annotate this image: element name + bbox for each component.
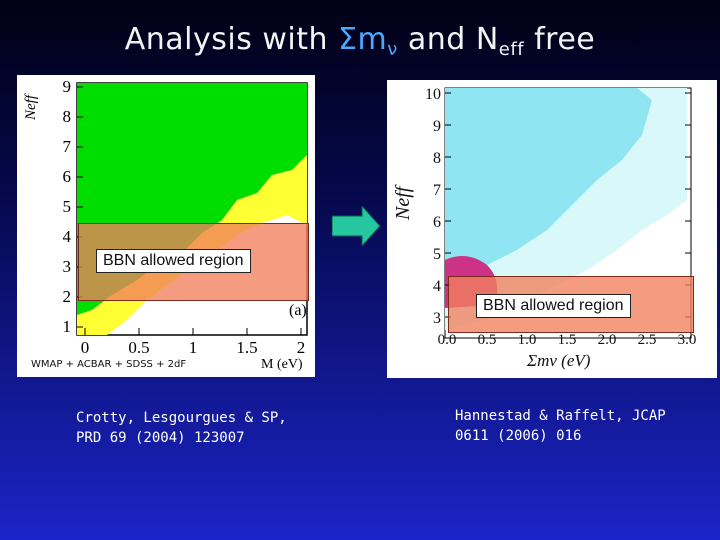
right-y-tick: 8: [433, 150, 441, 167]
right-citation: Hannestad & Raffelt, JCAP 0611 (2006) 01…: [455, 406, 666, 446]
right-x-tick: 1.5: [558, 332, 577, 348]
right-bbn-label: BBN allowed region: [476, 294, 631, 318]
right-x-tick: 2.5: [638, 332, 657, 348]
right-x-tick: 0.0: [438, 332, 457, 348]
title-eff-subscript: eff: [498, 39, 525, 60]
right-arrow-icon: [332, 206, 381, 246]
left-bbn-label: BBN allowed region: [96, 249, 251, 273]
left-x-tick: 0: [81, 338, 90, 357]
left-y-tick: 8: [63, 107, 72, 126]
right-y-tick: 7: [433, 182, 441, 199]
slide-title: Analysis with Σmν and Neff free: [0, 22, 720, 60]
left-y-tick: 2: [63, 287, 72, 306]
right-plot-svg: 10 9 8 7 6 5 4 3 0.0 0.5 1.0 1.5 2.0 2.5…: [392, 86, 697, 370]
title-sigma-m: Σmν: [338, 22, 398, 60]
right-y-tick: 6: [433, 214, 441, 231]
left-y-tick: 5: [63, 197, 72, 216]
left-y-tick: 6: [63, 167, 72, 186]
title-nu-subscript: ν: [387, 39, 398, 60]
right-x-axis-label: Σmν (eV): [526, 351, 591, 370]
left-citation: Crotty, Lesgourgues & SP, PRD 69 (2004) …: [76, 408, 287, 448]
left-x-tick: 2: [297, 338, 306, 357]
left-y-tick: 3: [63, 257, 72, 276]
title-prefix: Analysis with: [124, 22, 339, 57]
right-x-tick: 2.0: [598, 332, 617, 348]
left-y-tick: 1: [63, 317, 72, 336]
right-citation-line1: Hannestad & Raffelt, JCAP: [455, 408, 666, 424]
right-x-tick: 1.0: [518, 332, 537, 348]
left-citation-line2: PRD 69 (2004) 123007: [76, 430, 245, 446]
right-y-tick: 9: [433, 118, 441, 135]
left-footer-text: WMAP + ACBAR + SDSS + 2dF: [31, 359, 187, 370]
right-y-axis-label: Neff: [392, 184, 414, 221]
left-y-tick: 7: [63, 137, 72, 156]
right-plot-panel: 10 9 8 7 6 5 4 3 0.0 0.5 1.0 1.5 2.0 2.5…: [387, 80, 717, 378]
left-y-tick: 4: [63, 227, 72, 246]
left-panel-tag: (a): [289, 302, 307, 319]
title-mid: and N: [397, 22, 499, 57]
left-x-tick: 0.5: [128, 338, 149, 357]
right-x-tick: 3.0: [678, 332, 697, 348]
left-x-tick: 1.5: [236, 338, 257, 357]
right-citation-line2: 0611 (2006) 016: [455, 428, 582, 444]
left-y-tick: 9: [63, 77, 72, 96]
left-y-axis-label: Neff: [23, 93, 39, 121]
right-y-tick: 4: [433, 278, 441, 295]
left-citation-line1: Crotty, Lesgourgues & SP,: [76, 410, 287, 426]
right-x-tick: 0.5: [478, 332, 497, 348]
right-y-tick: 3: [433, 310, 441, 327]
right-y-tick: 5: [433, 246, 441, 263]
title-sigma-text: Σm: [338, 22, 388, 57]
left-x-axis-label: M (eV): [261, 357, 303, 372]
right-y-tick: 10: [425, 86, 441, 103]
right-inner-region: [445, 88, 652, 290]
left-x-tick: 1: [189, 338, 198, 357]
title-suffix: free: [524, 22, 596, 57]
